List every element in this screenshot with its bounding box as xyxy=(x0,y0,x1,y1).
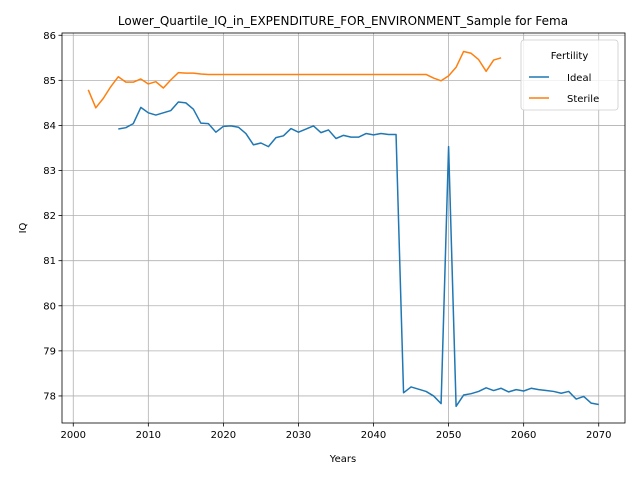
y-tick-label: 85 xyxy=(43,76,56,87)
y-axis-label: IQ xyxy=(18,222,29,233)
x-tick-label: 2060 xyxy=(511,430,536,441)
y-tick-label: 78 xyxy=(43,391,56,402)
x-tick-label: 2020 xyxy=(211,430,236,441)
legend-box xyxy=(520,39,619,111)
x-tick-label: 2070 xyxy=(586,430,611,441)
legend-label-sterile: Sterile xyxy=(567,94,599,105)
series-layer xyxy=(87,50,599,408)
x-tick-label: 2050 xyxy=(436,430,461,441)
legend: Fertility Ideal Sterile xyxy=(520,39,619,111)
y-tick-label: 83 xyxy=(43,166,56,177)
y-tick-label: 80 xyxy=(43,301,56,312)
series-line-ideal xyxy=(118,101,599,408)
x-tick-label: 2010 xyxy=(136,430,161,441)
y-tick-label: 82 xyxy=(43,211,56,222)
x-tick-label: 2000 xyxy=(61,430,86,441)
x-tick-label: 2030 xyxy=(286,430,311,441)
y-tick-label: 84 xyxy=(43,121,56,132)
legend-title: Fertility xyxy=(551,51,589,62)
x-tick-label: 2040 xyxy=(361,430,386,441)
x-axis-label: Years xyxy=(329,454,356,465)
y-axis: 78 79 80 81 82 83 84 85 86 xyxy=(43,31,62,402)
y-tick-label: 81 xyxy=(43,256,56,267)
chart-title: Lower_Quartile_IQ_in_EXPENDITURE_FOR_ENV… xyxy=(118,14,568,28)
y-tick-label: 86 xyxy=(43,31,56,42)
series-line-sterile xyxy=(87,50,502,109)
x-axis: 2000 2010 2020 2030 2040 2050 2060 2070 xyxy=(61,423,611,441)
legend-label-ideal: Ideal xyxy=(567,73,591,84)
plot-frame xyxy=(61,32,626,424)
y-tick-label: 79 xyxy=(43,346,56,357)
